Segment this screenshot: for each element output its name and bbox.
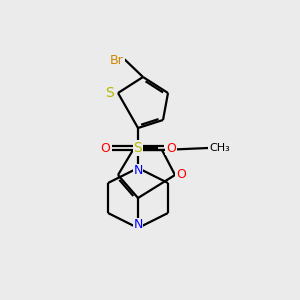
Text: O: O	[176, 169, 186, 182]
Text: Br: Br	[110, 55, 124, 68]
Text: O: O	[166, 142, 176, 154]
Text: N: N	[133, 164, 143, 178]
Text: CH₃: CH₃	[210, 143, 230, 153]
Text: N: N	[133, 218, 143, 232]
Text: S: S	[134, 141, 142, 155]
Text: O: O	[100, 142, 110, 154]
Text: S: S	[106, 86, 114, 100]
